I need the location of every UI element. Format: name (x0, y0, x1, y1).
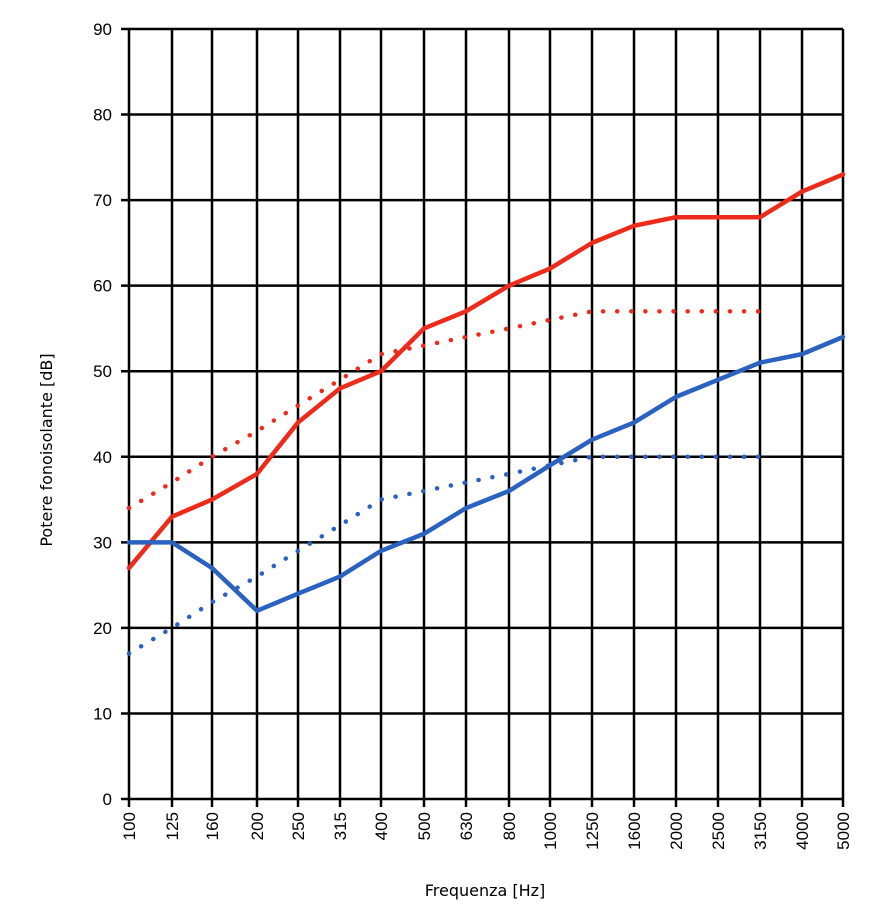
series-line-blue-solid (126, 334, 846, 614)
y-tick-label-90: 90 (93, 20, 112, 39)
y-tick-label-70: 70 (93, 191, 112, 210)
y-tick-label-80: 80 (93, 106, 112, 125)
x-tick-label-250: 250 (289, 812, 308, 840)
x-tick-label-2000: 2000 (667, 812, 686, 850)
x-tick-label-200: 200 (248, 812, 267, 840)
x-tick-label-1600: 1600 (625, 812, 644, 850)
x-tick-label-1250: 1250 (583, 812, 602, 850)
x-tick-label-2500: 2500 (709, 812, 728, 850)
x-tick-label-4000: 4000 (793, 812, 812, 850)
x-axis-label: Frequenza [Hz] (425, 881, 546, 900)
x-tick-label-5000: 5000 (834, 812, 853, 850)
y-tick-label-20: 20 (93, 619, 112, 638)
x-tick-label-800: 800 (500, 812, 519, 840)
y-tick-label-50: 50 (93, 362, 112, 381)
x-tick-label-160: 160 (203, 812, 222, 840)
x-tick-label-1000: 1000 (541, 812, 560, 850)
x-tick-label-630: 630 (457, 812, 476, 840)
series-line-red-solid (126, 172, 846, 571)
x-tick-label-3150: 3150 (751, 812, 770, 850)
y-tick-label-60: 60 (93, 277, 112, 296)
series-group (126, 172, 846, 656)
y-tick-label-30: 30 (93, 533, 112, 552)
grid (121, 27, 845, 807)
x-tick-label-125: 125 (163, 812, 182, 840)
x-tick-labels: 100 125 160 200 250 315 400 500 630 800 1000 1250 16… (120, 812, 853, 850)
x-tick-label-500: 500 (415, 812, 434, 840)
y-tick-label-40: 40 (93, 448, 112, 467)
x-tick-label-315: 315 (331, 812, 350, 840)
y-tick-label-0: 0 (103, 790, 112, 809)
x-tick-label-400: 400 (372, 812, 391, 840)
y-tick-labels: 0 10 20 30 40 50 60 70 80 90 (93, 20, 112, 809)
y-axis-label: Potere fonoisolante [dB] (37, 353, 56, 546)
y-tick-label-10: 10 (93, 704, 112, 723)
x-tick-label-100: 100 (120, 812, 139, 840)
